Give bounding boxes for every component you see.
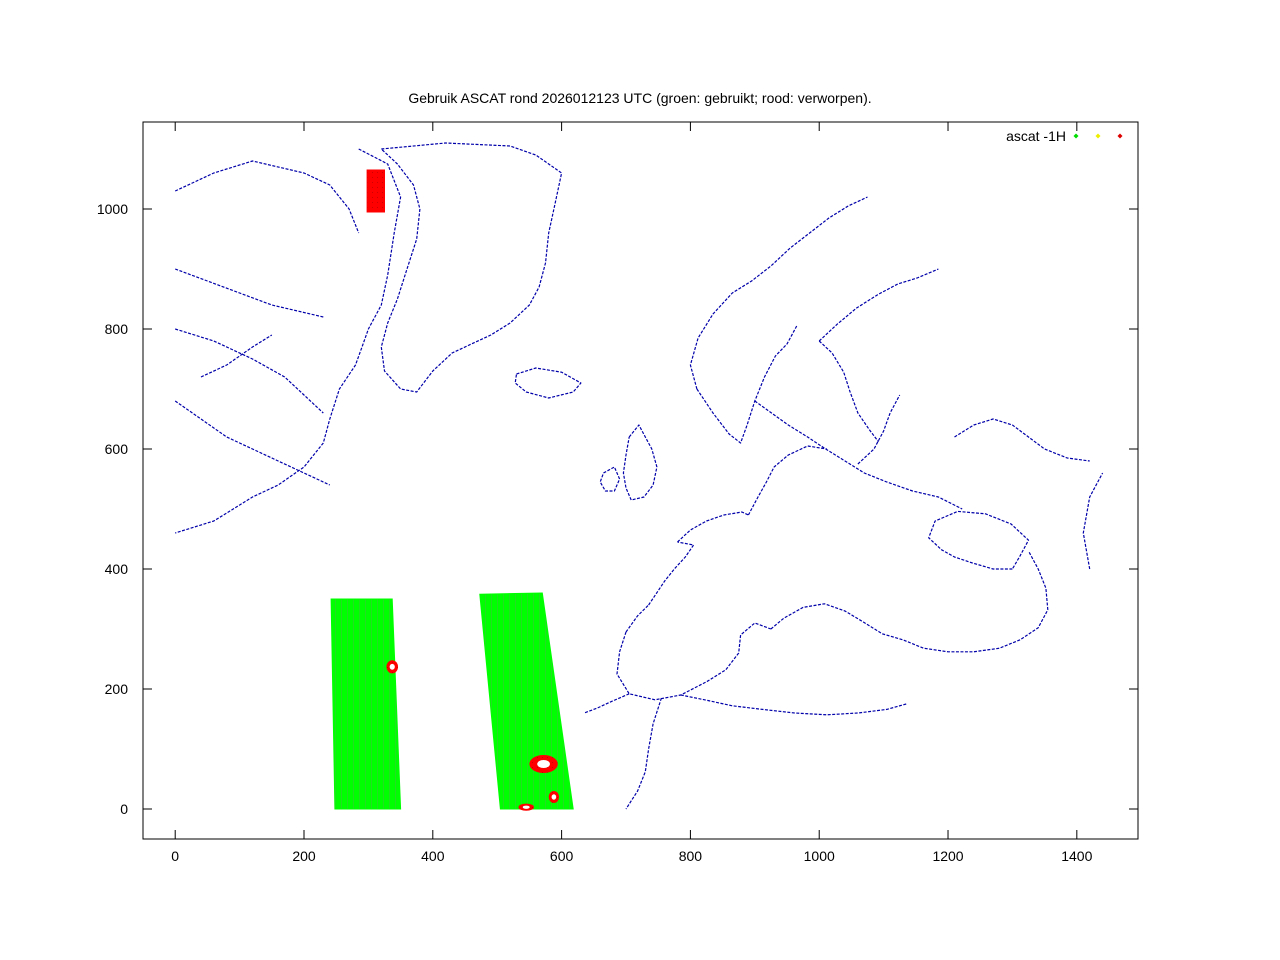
rejected-cluster-3-gap [551,794,557,800]
chart-title: Gebruik ASCAT rond 2026012123 UTC (groen… [408,90,871,106]
coastline-segment-18 [625,604,650,633]
coastline-segment-1 [174,160,360,234]
x-axis: 0 200 400 600 800 1000 1200 1400 [171,122,1093,864]
y-tick-label-5: 1000 [97,201,128,217]
coastline-segment-27 [1082,472,1104,570]
coastline-segment-7 [514,367,582,399]
legend-marker-2 [1117,133,1123,139]
rejected-cluster-2-gap [537,759,550,769]
rejected-cluster-0 [366,169,385,213]
coastline-segment-6 [380,142,563,393]
used-observations-layer [330,592,574,810]
y-tick-label-0: 0 [120,801,128,817]
coastline-segment-5 [200,334,273,378]
coastline-segment-25 [857,394,901,465]
coastline-segment-19 [616,622,772,701]
coastline-segment-23 [680,694,907,716]
rejected-cluster-1-gap [389,663,395,670]
coastline-segment-8 [622,424,658,501]
x-tick-label-1: 200 [292,848,316,864]
x-tick-label-0: 0 [171,848,179,864]
coastline-segment-12 [818,340,879,443]
plot-area [174,142,1104,811]
used-swath-1 [479,592,574,810]
used-swath-0 [330,598,402,810]
rejected-cluster-4-gap [522,805,530,809]
x-tick-label-4: 800 [679,848,703,864]
coastline-layer [174,142,1104,810]
x-tick-label-5: 1000 [804,848,835,864]
legend-marker-1 [1095,133,1101,139]
coastline-segment-4 [174,400,331,486]
legend-marker-0 [1073,133,1079,139]
x-tick-label-2: 400 [421,848,445,864]
coastline-segment-17 [648,541,695,606]
legend-markers [1073,133,1123,139]
legend-label: ascat -1H [1006,128,1066,144]
coastline-segment-2 [174,268,324,318]
y-tick-label-3: 600 [105,441,129,457]
y-axis: 0 200 400 600 800 1000 [97,201,1138,817]
coastline-segment-13 [818,268,939,342]
legend: ascat -1H [1006,128,1123,144]
coastline-segment-24 [583,693,630,714]
coastline-segment-0 [175,148,402,534]
x-tick-label-6: 1200 [932,848,963,864]
coastline-segment-21 [928,510,1030,570]
plot-frame [142,121,1139,840]
coastline-segment-22 [625,697,662,810]
x-tick-label-7: 1400 [1061,848,1092,864]
x-tick-label-3: 600 [550,848,574,864]
y-tick-label-1: 200 [105,681,129,697]
y-tick-label-2: 400 [105,561,129,577]
coastline-segment-16 [677,511,749,543]
coastline-segment-10 [689,196,868,390]
coastline-segment-20 [770,550,1049,653]
rejected-observations-layer [366,169,560,811]
coastline-segment-15 [747,445,827,516]
coastline-segment-9 [599,466,621,492]
coastline-segment-3 [175,328,324,414]
coastline-segment-14 [754,400,963,510]
y-tick-label-4: 800 [105,321,129,337]
coastline-segment-11 [696,325,798,444]
coastline-segment-26 [954,418,1090,462]
